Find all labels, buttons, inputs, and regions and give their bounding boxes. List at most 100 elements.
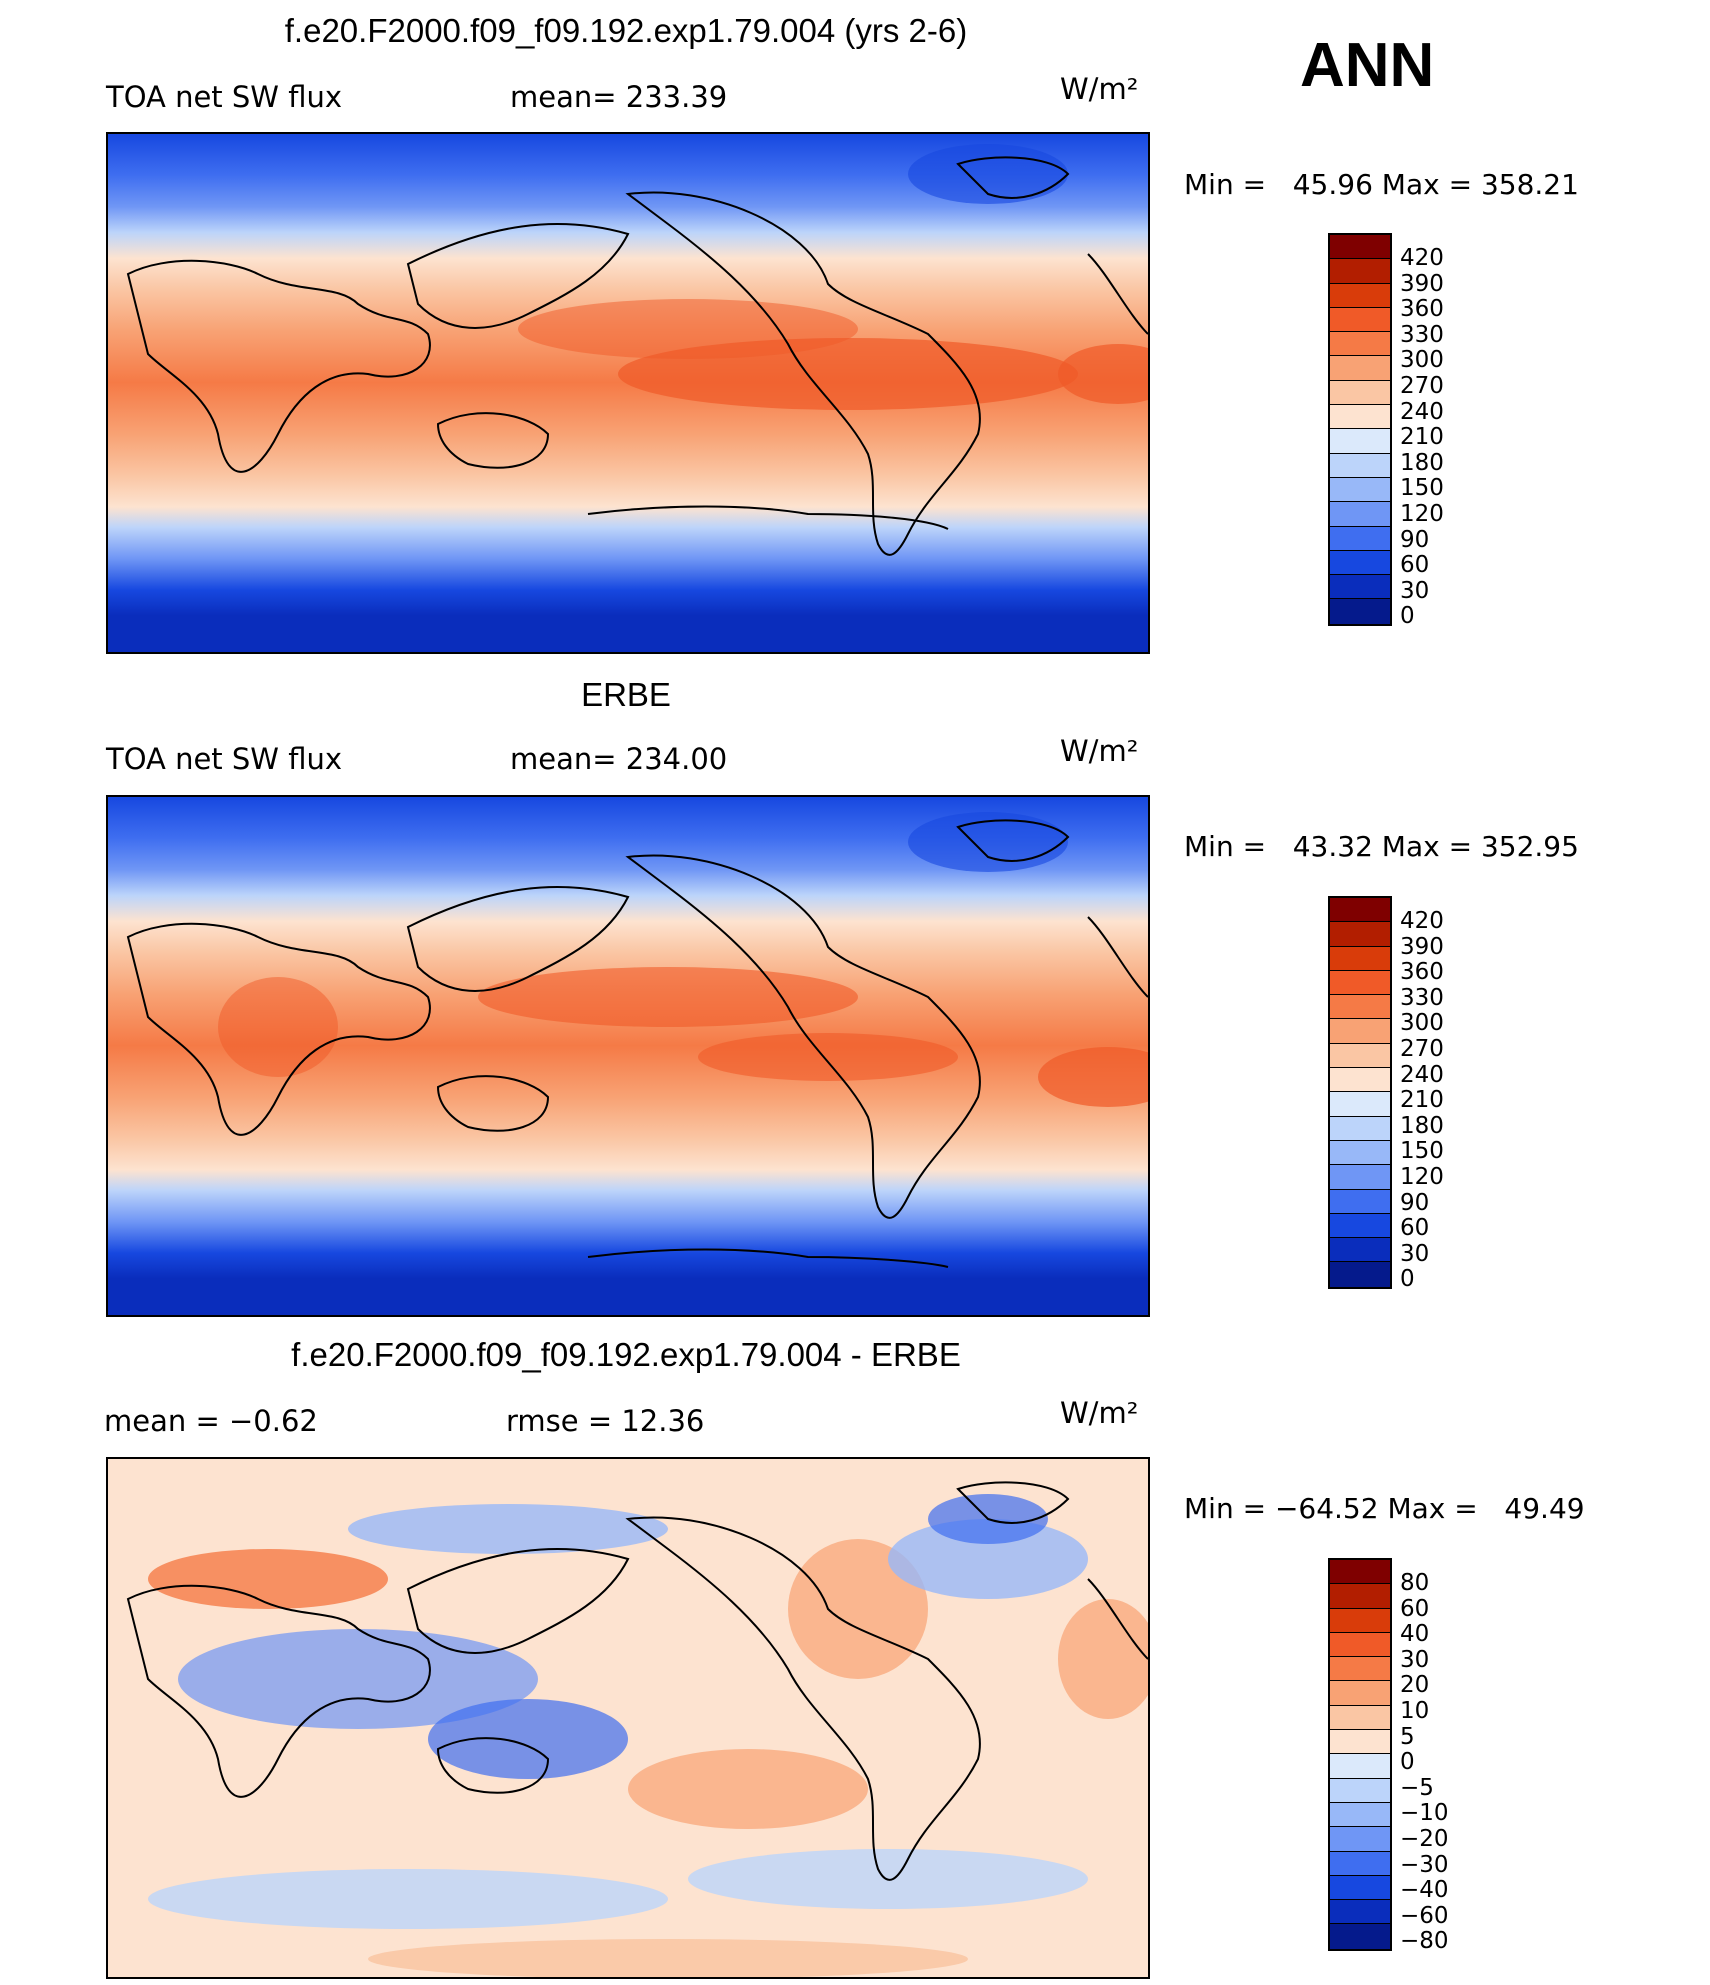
colorbar-swatch — [1330, 1875, 1390, 1901]
colorbar-swatch — [1330, 922, 1390, 947]
panel-3-map — [106, 1457, 1150, 1979]
panel-3-rmse: rmse = 12.36 — [506, 1404, 705, 1438]
colorbar-tick-label: 30 — [1400, 577, 1430, 604]
colorbar-tick-label: 360 — [1400, 959, 1444, 986]
colorbar-swatch — [1330, 477, 1390, 503]
colorbar-swatch — [1330, 332, 1390, 357]
panel-1-variable-label: TOA net SW flux — [106, 80, 343, 114]
colorbar-tick-label: −40 — [1400, 1877, 1449, 1904]
panel-1-colorbar — [1328, 233, 1392, 626]
colorbar-swatch — [1330, 283, 1390, 308]
colorbar-tick-label: 60 — [1400, 1215, 1430, 1242]
panel-2-units: W/m² — [1060, 734, 1139, 768]
panel-1-map — [106, 132, 1150, 654]
colorbar-tick-label: 270 — [1400, 1035, 1444, 1062]
panel-1-minmax: Min = 45.96 Max = 358.21 — [1184, 168, 1579, 201]
panel-1-mean: mean= 233.39 — [510, 80, 728, 114]
colorbar-tick-label: 300 — [1400, 347, 1444, 374]
colorbar-tick-label: 80 — [1400, 1570, 1430, 1596]
colorbar-tick-label: −5 — [1400, 1774, 1434, 1801]
colorbar-tick-label: 120 — [1400, 1163, 1444, 1190]
colorbar-tick-label: 20 — [1400, 1672, 1430, 1699]
panel-3-units: W/m² — [1060, 1396, 1139, 1430]
panel-2-colorbar — [1328, 896, 1392, 1289]
panel-2-variable-label: TOA net SW flux — [106, 742, 343, 776]
colorbar-tick-label: 420 — [1400, 908, 1444, 934]
colorbar-tick-label: 360 — [1400, 296, 1444, 323]
colorbar-swatch — [1330, 405, 1390, 430]
panel-3-mean: mean = −0.62 — [104, 1404, 318, 1438]
colorbar-swatch — [1330, 1802, 1390, 1828]
colorbar-tick-label: 270 — [1400, 372, 1444, 399]
panel-1-colorbar-labels: 420 390 360 330 300 270 240 210 180 150 120 90 60 30 0 — [1400, 245, 1444, 630]
colorbar-tick-label: 300 — [1400, 1010, 1444, 1037]
colorbar-swatch — [1330, 1584, 1390, 1609]
season-label: ANN — [1300, 31, 1435, 100]
colorbar-tick-label: 240 — [1400, 1061, 1444, 1088]
colorbar-swatch — [1330, 599, 1390, 624]
colorbar-tick-label: 40 — [1400, 1621, 1430, 1648]
colorbar-swatch — [1330, 1851, 1390, 1876]
panel-2-minmax: Min = 43.32 Max = 352.95 — [1184, 830, 1579, 863]
colorbar-swatch — [1330, 1608, 1390, 1633]
colorbar-swatch — [1330, 1778, 1390, 1803]
colorbar-swatch — [1330, 429, 1390, 454]
colorbar-tick-label: 30 — [1400, 1646, 1430, 1673]
colorbar-swatch — [1330, 307, 1390, 333]
colorbar-swatch — [1330, 1238, 1390, 1263]
colorbar-tick-label: 0 — [1400, 603, 1415, 630]
colorbar-tick-label: 10 — [1400, 1697, 1430, 1724]
colorbar-tick-label: 60 — [1400, 552, 1430, 579]
colorbar-swatch — [1330, 1165, 1390, 1190]
colorbar-swatch — [1330, 1213, 1390, 1239]
panel-2-mean: mean= 234.00 — [510, 742, 728, 776]
panel-3-title: f.e20.F2000.f09_f09.192.exp1.79.004 - ER… — [291, 1336, 961, 1373]
colorbar-swatch — [1330, 1705, 1390, 1731]
colorbar-tick-label: 150 — [1400, 1138, 1444, 1165]
colorbar-swatch — [1330, 356, 1390, 381]
panel-2-colorbar-labels: 420 390 360 330 300 270 240 210 180 150 120 90 60 30 0 — [1400, 908, 1444, 1293]
panel-2-title: ERBE — [581, 676, 671, 713]
colorbar-swatch — [1330, 1262, 1390, 1287]
colorbar-tick-label: −10 — [1400, 1800, 1449, 1827]
colorbar-swatch — [1330, 235, 1390, 260]
colorbar-swatch — [1330, 970, 1390, 996]
colorbar-swatch — [1330, 1681, 1390, 1706]
colorbar-tick-label: −60 — [1400, 1902, 1449, 1929]
colorbar-swatch — [1330, 575, 1390, 600]
colorbar-swatch — [1330, 502, 1390, 527]
colorbar-swatch — [1330, 1754, 1390, 1779]
colorbar-swatch — [1330, 1560, 1390, 1585]
colorbar-tick-label: 180 — [1400, 449, 1444, 476]
panel-3-minmax: Min = −64.52 Max = 49.49 — [1184, 1492, 1585, 1525]
panel-3-colorbar — [1328, 1558, 1392, 1951]
colorbar-swatch — [1330, 995, 1390, 1020]
panel-1-units: W/m² — [1060, 72, 1139, 106]
colorbar-tick-label: 30 — [1400, 1240, 1430, 1267]
colorbar-swatch — [1330, 1632, 1390, 1658]
colorbar-swatch — [1330, 1189, 1390, 1214]
colorbar-swatch — [1330, 1900, 1390, 1925]
colorbar-swatch — [1330, 550, 1390, 576]
colorbar-tick-label: 240 — [1400, 398, 1444, 425]
colorbar-swatch — [1330, 1140, 1390, 1166]
colorbar-tick-label: 90 — [1400, 1189, 1430, 1216]
colorbar-swatch — [1330, 1019, 1390, 1044]
colorbar-swatch — [1330, 1924, 1390, 1949]
colorbar-tick-label: 210 — [1400, 424, 1444, 451]
panel-3-map-svg — [108, 1459, 1148, 1977]
panel-1-title: f.e20.F2000.f09_f09.192.exp1.79.004 (yrs… — [284, 12, 968, 49]
colorbar-swatch — [1330, 1657, 1390, 1682]
colorbar-tick-label: 330 — [1400, 984, 1444, 1011]
colorbar-swatch — [1330, 946, 1390, 971]
colorbar-swatch — [1330, 1068, 1390, 1093]
panel-2-map-svg — [108, 797, 1148, 1315]
colorbar-tick-label: 420 — [1400, 245, 1444, 271]
colorbar-tick-label: 180 — [1400, 1112, 1444, 1139]
colorbar-tick-label: 60 — [1400, 1595, 1430, 1622]
colorbar-swatch — [1330, 380, 1390, 406]
colorbar-tick-label: 120 — [1400, 500, 1444, 527]
colorbar-swatch — [1330, 526, 1390, 551]
colorbar-tick-label: 150 — [1400, 475, 1444, 502]
colorbar-tick-label: −20 — [1400, 1825, 1449, 1852]
